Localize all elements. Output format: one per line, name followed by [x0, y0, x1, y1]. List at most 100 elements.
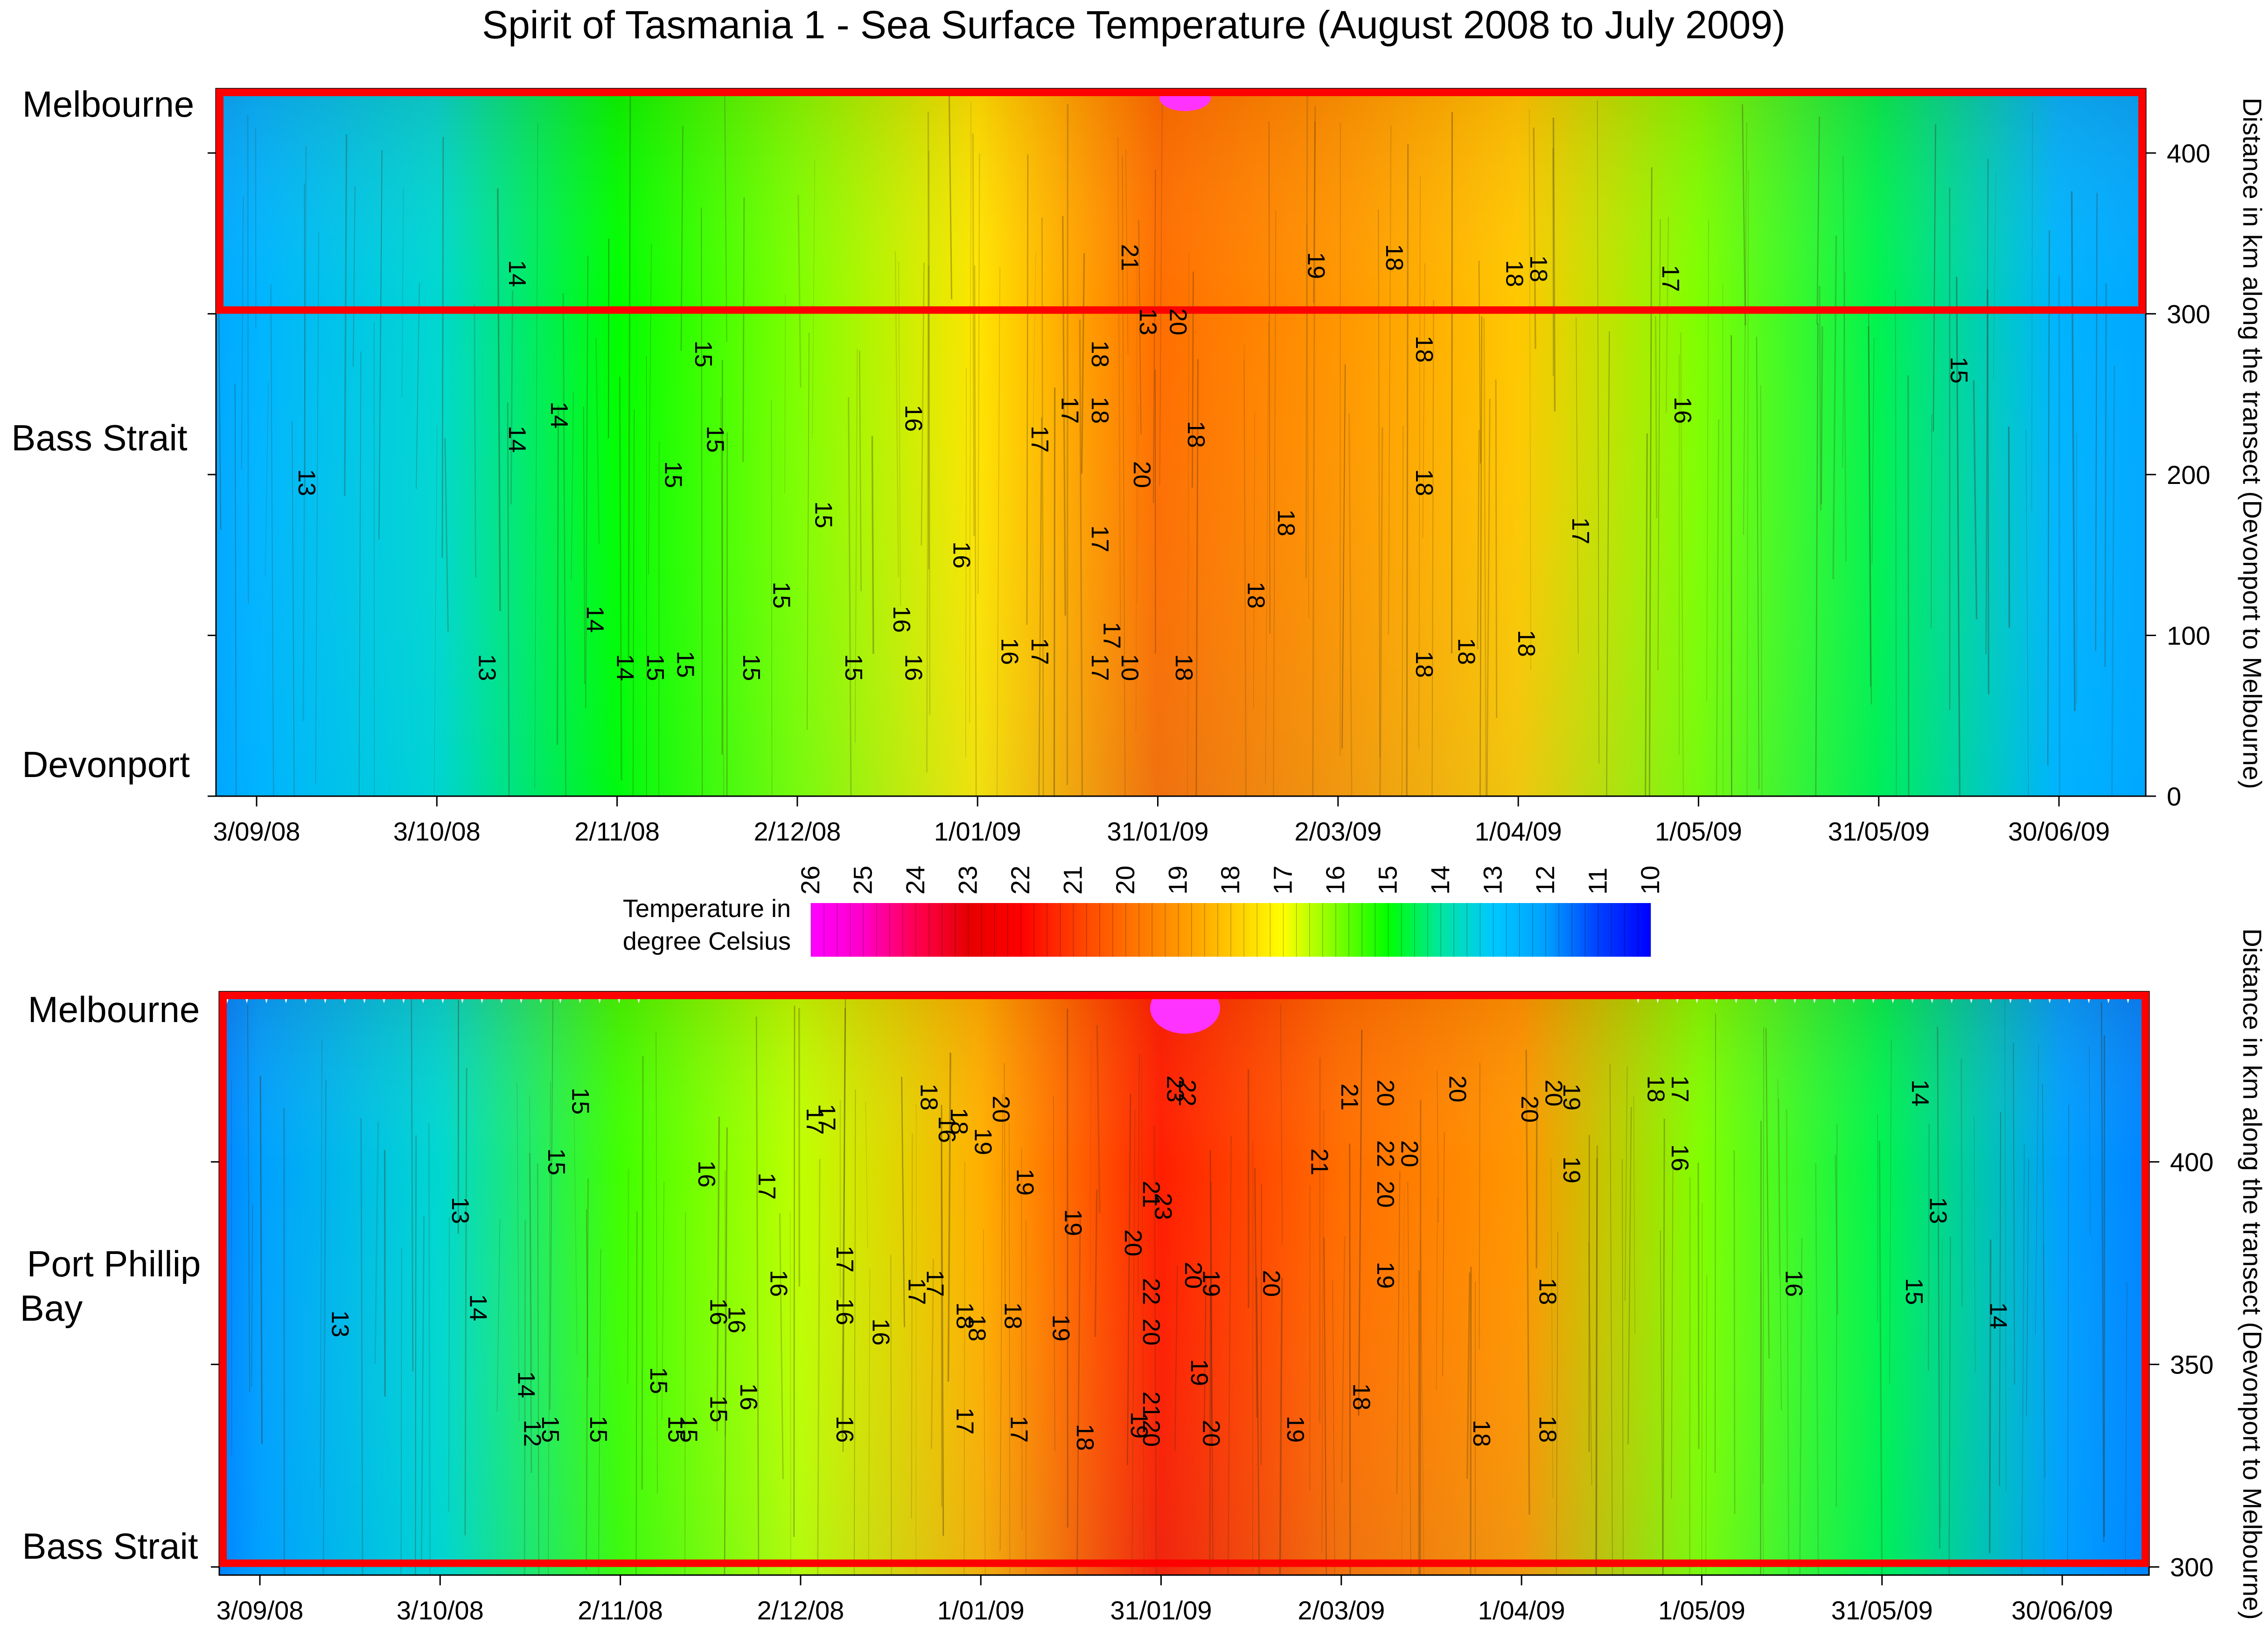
- contour-streak: [1648, 167, 1653, 796]
- contour-streak: [1657, 219, 1661, 670]
- contour-label: 17: [1056, 397, 1083, 424]
- contour-streak: [724, 92, 727, 342]
- contour-streak: [1033, 252, 1036, 443]
- contour-streak: [1816, 117, 1820, 325]
- contour-streak: [1716, 419, 1719, 796]
- contour-streak: [1137, 404, 1139, 602]
- contour-streak: [868, 1268, 871, 1559]
- contour-streak: [928, 150, 931, 715]
- x-tick-label: 2/03/09: [1294, 817, 1382, 846]
- x-tick-label: 31/05/09: [1828, 817, 1930, 846]
- contour-streak: [234, 383, 237, 796]
- colorbar-tick-label: 17: [1268, 866, 1298, 895]
- contour-label: 19: [969, 1128, 996, 1155]
- contour-label: 18: [951, 1302, 978, 1329]
- contour-streak: [1606, 331, 1610, 796]
- bottom-y-axis-title: Distance in km along the transect (Devon…: [2238, 928, 2267, 1620]
- contour-streak: [720, 397, 724, 796]
- contour-streak: [510, 290, 514, 504]
- x-tick-label: 30/06/09: [2008, 817, 2110, 846]
- contour-streak: [1588, 1135, 1590, 1452]
- top-heatmap: [216, 89, 2146, 796]
- contour-streak: [2026, 1159, 2030, 1417]
- contour-streak: [1818, 286, 1822, 511]
- contour-label: 15: [675, 1416, 702, 1443]
- contour-streak: [265, 382, 269, 577]
- contour-label: 21: [1305, 1149, 1333, 1176]
- contour-label: 14: [581, 606, 608, 633]
- contour-label: 20: [987, 1096, 1014, 1123]
- contour-streak: [1576, 317, 1579, 653]
- contour-streak: [865, 1101, 868, 1248]
- contour-streak: [628, 91, 631, 659]
- contour-label: 19: [1047, 1315, 1075, 1342]
- contour-streak: [1987, 289, 1989, 695]
- contour-streak: [841, 1008, 846, 1437]
- contour-label: 15: [705, 1395, 732, 1422]
- contour-label: 18: [1513, 630, 1540, 657]
- contour-streak: [894, 251, 900, 577]
- contour-label: 16: [723, 1306, 750, 1333]
- region-label-melbourne: Melbourne: [22, 84, 195, 125]
- contour-label: 10: [1116, 654, 1143, 681]
- colorbar-tick-label: 14: [1425, 866, 1455, 895]
- contour-streak: [1999, 1112, 2002, 1486]
- contour-label: 18: [1242, 581, 1270, 609]
- contour-streak: [1974, 1116, 1975, 1373]
- contour-streak: [1765, 1028, 1770, 1359]
- contour-streak: [1622, 1159, 1624, 1575]
- contour-streak: [1477, 430, 1480, 650]
- contour-streak: [941, 1105, 944, 1536]
- contour-label: 14: [1906, 1079, 1933, 1107]
- contour-streak: [1195, 359, 1199, 796]
- contour-streak: [523, 1220, 526, 1575]
- top-x-axis: 3/09/08 3/10/08 2/11/08 2/12/08 1/01/09 31/01…: [213, 796, 2110, 846]
- contour-label: 18: [1452, 638, 1479, 665]
- contour-streak: [549, 1001, 553, 1410]
- contour-label: 15: [702, 426, 729, 453]
- contour-label: 17: [801, 1108, 828, 1135]
- contour-label: 18: [1410, 336, 1438, 363]
- contour-streak: [1009, 1122, 1011, 1575]
- contour-label: 16: [900, 405, 927, 432]
- contour-streak: [1871, 337, 1875, 564]
- x-tick-label: 1/05/09: [1655, 817, 1742, 846]
- colorbar-tick-label: 15: [1373, 866, 1403, 895]
- colorbar-tick-label: 11: [1583, 868, 1612, 895]
- contour-label: 16: [948, 541, 975, 568]
- contour-streak: [1131, 1109, 1136, 1575]
- contour-streak: [969, 101, 971, 723]
- x-tick-label: 31/01/09: [1107, 817, 1209, 846]
- contour-label: 20: [1540, 1079, 1567, 1107]
- contour-streak: [1313, 106, 1316, 304]
- contour-streak: [2025, 430, 2029, 796]
- colorbar-tick-label: 25: [848, 866, 878, 895]
- contour-label: 14: [612, 654, 639, 681]
- x-tick-label: 2/11/08: [574, 817, 660, 846]
- contour-streak: [537, 1163, 539, 1575]
- contour-streak: [1174, 1265, 1178, 1451]
- contour-streak: [1836, 1124, 1837, 1507]
- contour-streak: [724, 1127, 728, 1575]
- contour-streak: [1625, 1066, 1628, 1301]
- contour-streak: [771, 400, 773, 796]
- contour-label: 20: [1396, 1140, 1423, 1167]
- contour-streak: [1312, 121, 1316, 796]
- x-tick-label: 1/04/09: [1475, 817, 1562, 846]
- contour-label: 17: [831, 1246, 858, 1273]
- bottom-y-axis: 300 350 400: [211, 1148, 2213, 1582]
- contour-label: 17: [1567, 518, 1594, 545]
- contour-streak: [947, 1052, 951, 1382]
- contour-label: 20: [1164, 308, 1191, 336]
- x-tick-label: 31/05/09: [1831, 1596, 1933, 1625]
- contour-streak: [1743, 122, 1747, 535]
- contour-streak: [529, 1153, 532, 1473]
- contour-streak: [322, 1079, 327, 1575]
- colorbar-tick-label: 26: [796, 866, 825, 895]
- colorbar-tick-label: 22: [1005, 866, 1035, 895]
- contour-streak: [1280, 1004, 1283, 1244]
- contour-label: 18: [1468, 1420, 1495, 1447]
- colorbar-tick-label: 16: [1320, 866, 1350, 895]
